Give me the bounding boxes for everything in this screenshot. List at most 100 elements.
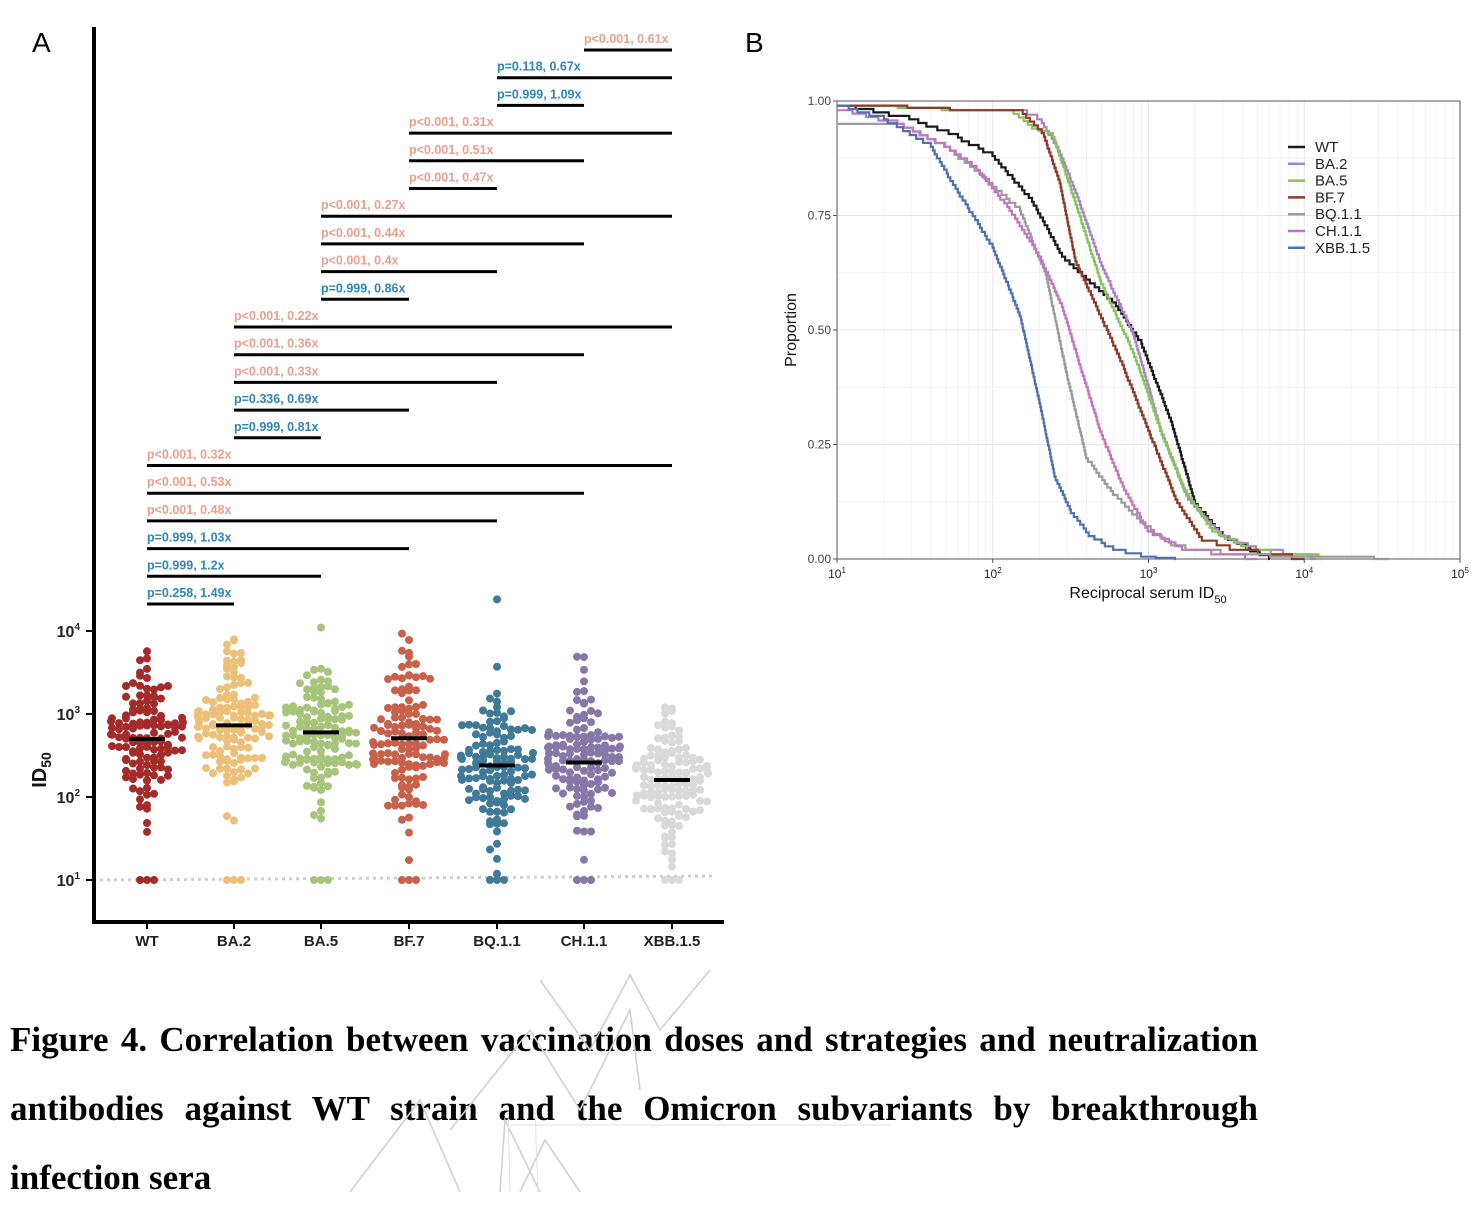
data-point <box>398 662 406 671</box>
data-point <box>552 784 560 793</box>
data-point <box>143 654 151 663</box>
data-point <box>500 795 508 804</box>
data-point <box>507 779 515 787</box>
data-point <box>164 765 172 774</box>
data-point <box>433 715 441 724</box>
data-point <box>493 757 501 766</box>
data-point <box>573 791 581 800</box>
data-point <box>324 741 332 750</box>
significance-label: p=0.999, 1.2x <box>147 558 225 572</box>
data-point <box>122 714 130 723</box>
data-point <box>573 784 581 793</box>
data-point <box>675 745 683 754</box>
data-point <box>704 769 712 778</box>
data-point <box>209 721 217 730</box>
data-point <box>668 840 676 849</box>
data-point <box>251 716 259 725</box>
data-point <box>640 766 648 774</box>
data-point <box>573 812 581 821</box>
data-point <box>143 674 151 682</box>
data-point <box>237 659 245 667</box>
data-point <box>661 808 669 817</box>
data-point <box>521 786 529 795</box>
data-point <box>157 722 165 731</box>
data-point <box>136 876 144 884</box>
data-point <box>398 706 406 715</box>
data-point <box>500 714 508 723</box>
data-point <box>216 713 224 722</box>
data-point <box>486 807 494 816</box>
y-tick-label: 0.25 <box>808 438 832 452</box>
data-point <box>310 665 318 674</box>
data-point <box>223 640 231 649</box>
data-point <box>143 783 151 792</box>
data-point <box>237 708 245 716</box>
data-point <box>310 743 318 752</box>
data-point <box>237 765 245 774</box>
data-point <box>310 876 318 884</box>
data-point <box>493 746 501 755</box>
data-point <box>216 725 224 734</box>
data-point <box>661 785 669 794</box>
data-point <box>493 827 501 836</box>
data-point <box>479 772 487 781</box>
data-point <box>230 777 238 786</box>
data-point <box>486 787 494 795</box>
data-point <box>143 708 151 717</box>
data-point <box>194 707 202 716</box>
data-point <box>601 732 609 741</box>
data-point <box>587 780 595 788</box>
survival-curve <box>837 104 1305 561</box>
data-point <box>237 678 245 687</box>
data-point <box>405 749 413 758</box>
data-point <box>289 760 297 769</box>
data-point <box>493 798 501 807</box>
x-tick-label: XBB.1.5 <box>644 933 701 950</box>
data-point <box>566 768 574 777</box>
data-point <box>426 735 434 744</box>
data-point <box>230 768 238 777</box>
data-point <box>654 781 662 790</box>
data-point <box>230 702 238 711</box>
data-point <box>143 804 151 813</box>
data-point <box>544 732 552 740</box>
data-point <box>122 722 130 731</box>
data-point <box>338 715 346 724</box>
data-point <box>559 756 567 765</box>
data-point <box>647 805 655 813</box>
data-point <box>317 688 325 697</box>
data-point <box>661 703 669 712</box>
data-point <box>377 715 385 724</box>
data-point <box>230 673 238 682</box>
significance-label: p=0.336, 0.69x <box>234 392 318 406</box>
data-point <box>594 743 602 752</box>
data-point <box>129 708 137 717</box>
data-point <box>457 772 465 781</box>
data-point <box>398 713 406 722</box>
data-point <box>310 737 318 746</box>
data-point <box>331 685 339 694</box>
data-point <box>194 732 202 741</box>
data-point <box>566 706 574 715</box>
data-point <box>251 724 259 733</box>
data-point <box>398 629 406 638</box>
data-point <box>398 646 406 655</box>
data-point <box>237 876 245 884</box>
data-point <box>580 687 588 696</box>
data-point <box>331 697 339 706</box>
data-point <box>237 648 245 657</box>
data-point <box>640 804 648 813</box>
data-point <box>594 804 602 812</box>
data-point <box>500 722 508 730</box>
data-point <box>412 744 420 753</box>
data-point <box>136 744 144 753</box>
data-point <box>465 774 473 783</box>
data-point <box>493 869 501 878</box>
data-point <box>384 729 392 738</box>
data-point <box>419 714 427 723</box>
data-point <box>566 718 574 727</box>
data-point <box>675 768 683 777</box>
data-point <box>150 715 158 724</box>
legend-label: BF.7 <box>1315 189 1345 206</box>
